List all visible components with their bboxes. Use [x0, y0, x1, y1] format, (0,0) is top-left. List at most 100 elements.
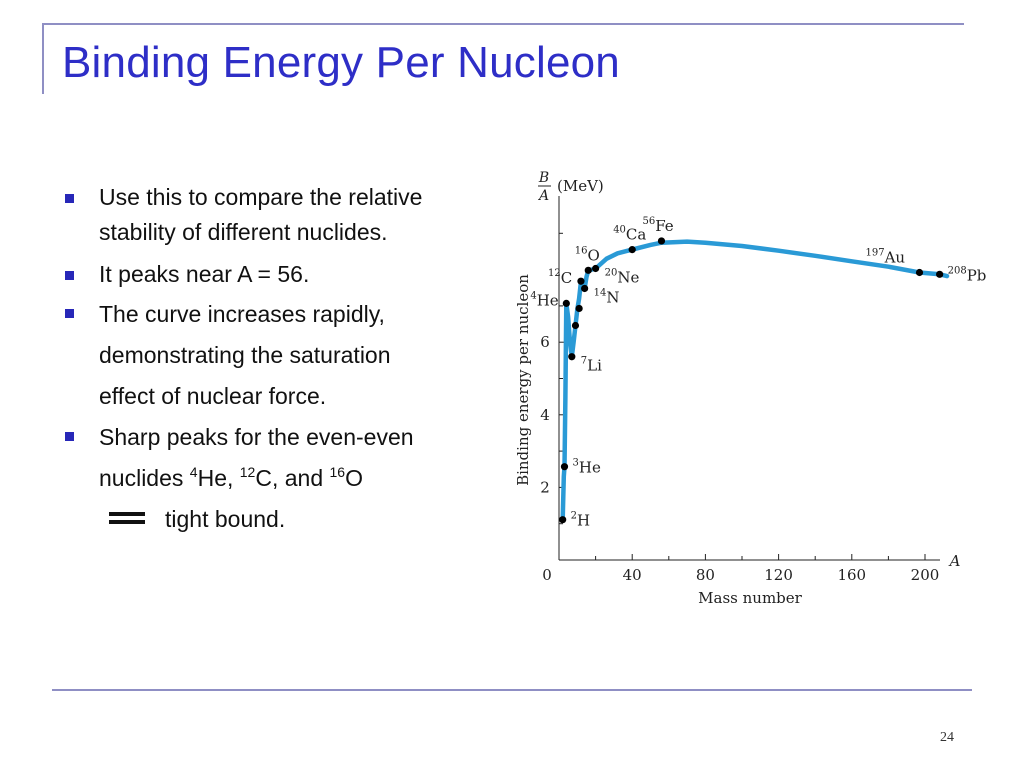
- frame-top-line: [42, 23, 964, 25]
- nuclide-mass-number: 7: [581, 356, 587, 367]
- data-point: [559, 516, 567, 524]
- nuclide-label: 12C: [548, 268, 572, 287]
- nuclide-label: 20Ne: [605, 268, 640, 287]
- nuclide-label: 14N: [594, 287, 620, 306]
- nuclide-symbol: He: [579, 459, 601, 477]
- nuclide-label: 4He: [530, 290, 558, 309]
- bullet-item: The curve increases rapidly, demonstrati…: [62, 294, 512, 417]
- nuclide-label: 2H: [571, 511, 590, 530]
- x-tick-label: 80: [696, 566, 715, 584]
- nuclide-symbol: He: [537, 291, 559, 309]
- x-axis-end-label: A: [948, 552, 961, 570]
- nuclide-symbol: Fe: [655, 217, 674, 235]
- bullet-line: Use this to compare the relative: [99, 184, 423, 210]
- nuclide-mass-number: 20: [605, 268, 618, 279]
- nuclide-label: 40Ca: [613, 225, 646, 244]
- data-point: [560, 463, 569, 471]
- chart-marks: 2H3He4He7Li12C14N16O20Ne40Ca56Fe197Au208…: [530, 216, 986, 530]
- nuclide-symbol: Ca: [626, 226, 646, 244]
- he-symbol: He,: [197, 465, 240, 491]
- data-point: [575, 304, 583, 313]
- nuclide-prefix: nuclides: [99, 465, 190, 491]
- data-point: [657, 237, 666, 245]
- x-axis-title: Mass number: [698, 589, 802, 607]
- data-point: [592, 264, 600, 273]
- equivalence-text: tight bound.: [165, 506, 286, 532]
- data-point: [577, 277, 585, 285]
- equivalence-line: tight bound.: [99, 499, 512, 540]
- equivalence-icon: [109, 512, 145, 524]
- x-tick-label: 40: [623, 566, 642, 584]
- square-bullet-icon: [65, 309, 74, 318]
- bullet-item: Use this to compare the relative stabili…: [62, 180, 512, 250]
- x-tick-label: 0: [542, 566, 552, 584]
- bullet-line: stability of different nuclides.: [99, 219, 388, 245]
- nuclide-symbol: N: [606, 288, 619, 306]
- y-unit-label: (MeV): [557, 177, 604, 195]
- x-tick-label: 120: [764, 566, 793, 584]
- data-point: [628, 246, 636, 254]
- x-tick-label: 200: [911, 566, 940, 584]
- bullet-item: Sharp peaks for the even-even nuclides 4…: [62, 417, 512, 540]
- bullet-line: Sharp peaks for the even-even: [99, 424, 414, 450]
- nuclide-label: 16O: [575, 245, 600, 264]
- nuclide-symbol: C: [561, 269, 572, 287]
- nuclide-label: 7Li: [581, 356, 602, 375]
- bullet-line: effect of nuclear force.: [99, 383, 327, 409]
- nuclide-mass-number: 56: [642, 216, 655, 227]
- nuclide-label: 208Pb: [948, 265, 987, 284]
- square-bullet-icon: [65, 194, 74, 203]
- nuclide-mass-number: 16: [575, 245, 588, 256]
- nuclide-symbol: H: [577, 512, 590, 530]
- nuclide-mass-number: 3: [572, 458, 578, 469]
- data-point: [581, 284, 589, 293]
- square-bullet-icon: [65, 271, 74, 280]
- nuclide-mass-number: 197: [866, 248, 885, 259]
- chart-axes: 0 40 80 120 160 200 2 4 6 Mass number A Binding ene…: [514, 170, 961, 607]
- nuclide-label: 197Au: [866, 248, 906, 267]
- nuclide-symbol: O: [588, 246, 600, 264]
- data-point: [936, 270, 944, 278]
- o-symbol: O: [345, 465, 363, 491]
- c-mass-number: 12: [239, 464, 256, 480]
- data-point: [571, 321, 580, 330]
- y-unit-denominator: A: [537, 188, 549, 204]
- square-bullet-icon: [65, 432, 74, 441]
- nuclide-symbol: Ne: [617, 269, 639, 287]
- bullet-line: It peaks near A = 56.: [99, 261, 310, 287]
- data-point: [915, 268, 924, 277]
- bullet-list: Use this to compare the relative stabili…: [62, 180, 512, 540]
- nuclide-line: nuclides 4He, 12C, and 16O: [99, 458, 512, 499]
- slide-title: Binding Energy Per Nucleon: [62, 38, 620, 87]
- page-number: 24: [940, 730, 954, 745]
- he-mass-number: 4: [189, 464, 198, 480]
- frame-left-line: [42, 23, 44, 94]
- nuclide-label: 3He: [572, 458, 600, 477]
- y-tick-label: 4: [540, 406, 550, 424]
- nuclide-mass-number: 40: [613, 225, 626, 236]
- bullet-line: demonstrating the saturation: [99, 342, 391, 368]
- nuclide-symbol: Au: [884, 249, 906, 267]
- nuclide-mass-number: 12: [548, 268, 561, 279]
- bullet-item: It peaks near A = 56.: [62, 257, 512, 292]
- y-unit-numerator: B: [538, 170, 549, 186]
- nuclide-symbol: Pb: [967, 266, 987, 284]
- nuclide-mass-number: 14: [594, 287, 607, 298]
- c-symbol: C, and: [255, 465, 330, 491]
- bullet-line: The curve increases rapidly,: [99, 301, 385, 327]
- y-tick-label: 6: [540, 333, 550, 351]
- x-tick-label: 160: [837, 566, 866, 584]
- data-point: [562, 299, 570, 307]
- data-point: [584, 266, 592, 274]
- frame-bottom-line: [52, 689, 972, 691]
- nuclide-symbol: Li: [587, 357, 602, 375]
- data-point: [568, 353, 576, 361]
- o-mass-number: 16: [329, 464, 346, 480]
- y-tick-label: 2: [540, 478, 550, 496]
- nuclide-label: 56Fe: [642, 216, 673, 235]
- nuclide-mass-number: 2: [571, 511, 577, 522]
- binding-energy-chart: 0 40 80 120 160 200 2 4 6 Mass number A Binding ene…: [514, 170, 986, 607]
- nuclide-mass-number: 208: [948, 265, 967, 276]
- nuclide-mass-number: 4: [530, 290, 536, 301]
- y-axis-title: Binding energy per nucleon: [514, 274, 532, 486]
